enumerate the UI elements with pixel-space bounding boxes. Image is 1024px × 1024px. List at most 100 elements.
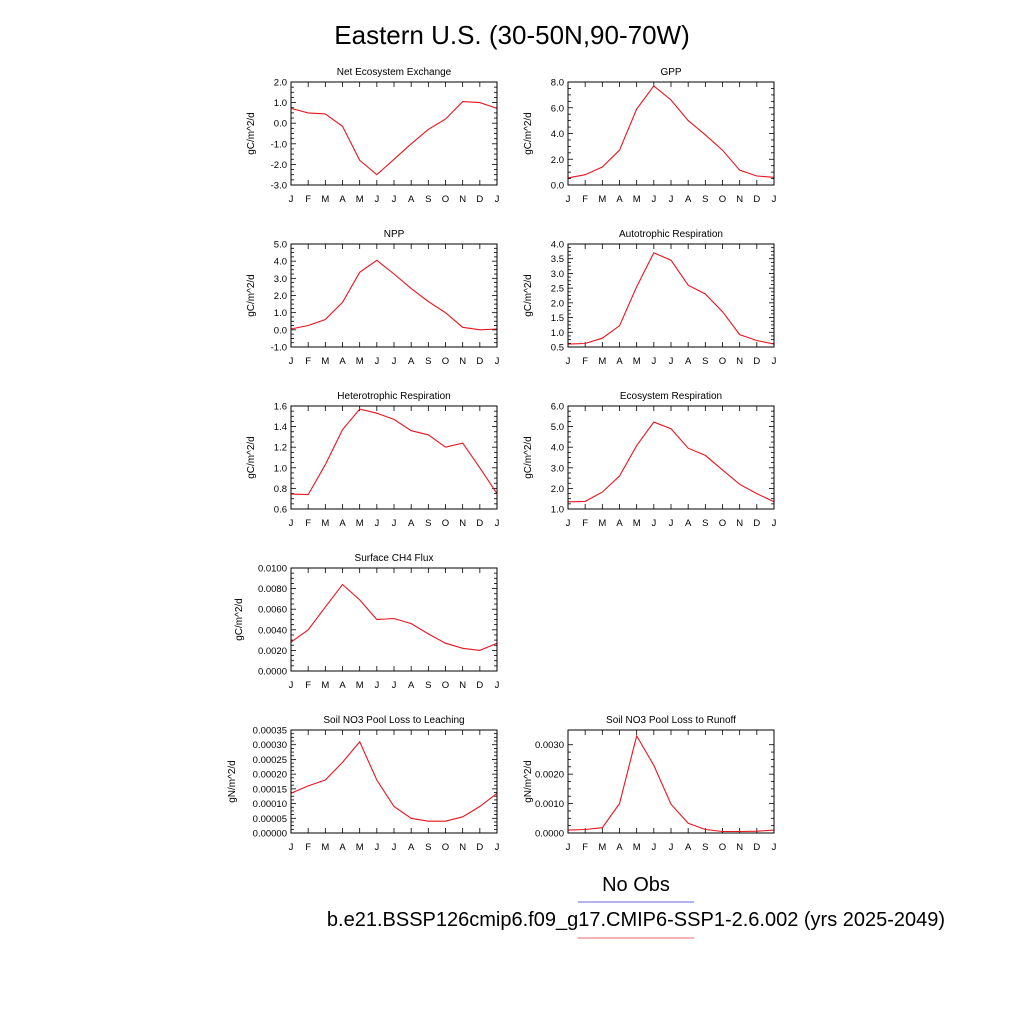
plot-frame [567,81,775,186]
x-tick-label: O [442,842,449,853]
x-tick-label: D [753,842,760,853]
y-tick-label: 1.6 [274,402,287,413]
x-tick-label: A [339,842,346,853]
x-tick-label: J [289,842,294,853]
y-tick-label: 0.0 [274,325,287,336]
y-tick-label: 4.0 [551,240,564,251]
y-tick-label: 4.0 [551,129,564,140]
y-tick-label: 0.00025 [253,755,287,766]
x-tick-label: S [702,194,708,205]
x-tick-label: M [356,518,364,529]
x-tick-label: J [495,680,500,691]
x-tick-label: A [408,842,415,853]
y-tick-label: 1.0 [551,328,564,339]
legend: No Obs b.e21.BSSP126cmip6.f09_g17.CMIP6-… [327,874,945,939]
x-tick-label: F [582,518,588,529]
x-tick-label: M [321,518,329,529]
panel-ecosystem-respiration: Ecosystem Respiration 1.0 2.0 3.0 4.0 5.0 6.0 J… [523,391,777,529]
x-tick-label: A [616,842,623,853]
x-tick-label: J [289,356,294,367]
y-tick-label: 0.0040 [258,625,287,636]
x-tick-label: N [736,842,743,853]
panel-title: Surface CH4 Flux [355,553,434,564]
x-tick-label: A [339,356,346,367]
y-tick-label: 3.5 [551,254,564,265]
x-tick-label: O [719,518,726,529]
panel-title: Ecosystem Respiration [620,391,722,402]
x-tick-label: N [459,356,466,367]
x-tick-label: J [669,194,674,205]
y-tick-label: 1.0 [551,505,564,516]
y-axis-label: gC/m^2/d [523,436,534,479]
x-tick-label: J [772,356,777,367]
x-tick-label: F [582,356,588,367]
x-tick-label: M [633,518,641,529]
panel-soil-no3-pool-loss-to-runoff: Soil NO3 Pool Loss to Runoff 0.0000 0.0010… [523,715,777,853]
plot-frame [290,243,498,348]
x-tick-label: M [356,680,364,691]
x-tick-label: J [374,680,379,691]
x-tick-label: N [459,518,466,529]
x-tick-label: F [305,356,311,367]
x-tick-label: N [736,194,743,205]
x-tick-label: J [566,194,571,205]
x-tick-label: J [669,356,674,367]
x-tick-label: O [719,194,726,205]
x-tick-label: A [685,194,692,205]
x-tick-label: D [753,518,760,529]
panel-title: Autotrophic Respiration [619,229,723,240]
plot-frame [567,729,775,834]
y-tick-label: 0.00005 [253,814,287,825]
x-tick-label: J [566,842,571,853]
x-tick-label: M [598,518,606,529]
x-tick-label: F [582,842,588,853]
plot-frame [290,405,498,510]
series-line-soil-no3-pool-loss-to-leaching [290,740,498,822]
x-tick-label: D [476,194,483,205]
x-tick-label: A [616,194,623,205]
x-tick-label: A [339,518,346,529]
y-tick-label: 0.5 [551,343,564,354]
x-tick-label: M [321,842,329,853]
y-tick-label: 0.0 [551,181,564,192]
y-tick-label: 0.00030 [253,740,287,751]
x-tick-label: A [685,842,692,853]
x-tick-label: F [305,518,311,529]
x-tick-label: J [495,518,500,529]
panel-autotrophic-respiration: Autotrophic Respiration 0.5 1.0 1.5 2.0 2.5 3.… [523,229,777,367]
series-line-gpp [567,85,775,179]
y-tick-label: -3.0 [271,181,287,192]
x-tick-label: M [356,356,364,367]
x-tick-label: S [425,356,431,367]
panel-title: Net Ecosystem Exchange [337,67,452,78]
y-tick-label: 0.00000 [253,829,287,840]
x-tick-label: A [408,194,415,205]
x-tick-label: N [459,842,466,853]
y-tick-label: 0.0030 [535,740,564,751]
panel-title: Heterotrophic Respiration [337,391,450,402]
x-tick-label: A [408,680,415,691]
x-tick-label: M [598,194,606,205]
panel-heterotrophic-respiration: Heterotrophic Respiration 0.6 0.8 1.0 1.2 1.4… [246,391,500,529]
x-tick-label: J [651,518,656,529]
x-tick-label: J [374,356,379,367]
panel-title: GPP [660,67,681,78]
x-tick-label: M [633,842,641,853]
x-tick-label: M [633,194,641,205]
x-tick-label: S [702,842,708,853]
x-tick-label: J [651,194,656,205]
x-tick-label: J [566,356,571,367]
x-tick-label: J [495,356,500,367]
x-tick-label: A [685,356,692,367]
y-tick-label: 1.4 [274,422,287,433]
y-tick-label: 2.0 [551,298,564,309]
legend-line1-label: No Obs [602,874,670,896]
y-axis-label: gC/m^2/d [523,112,534,155]
x-tick-label: J [651,356,656,367]
x-tick-label: D [476,518,483,529]
y-tick-label: 5.0 [551,422,564,433]
y-tick-label: 3.0 [274,274,287,285]
x-tick-label: J [289,680,294,691]
